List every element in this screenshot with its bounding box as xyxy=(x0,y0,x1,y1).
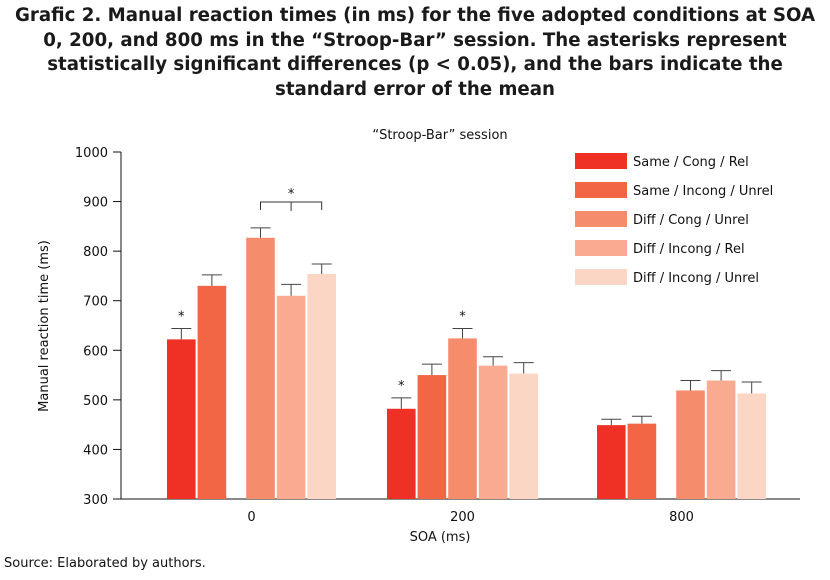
legend-label: Same / Incong / Unrel xyxy=(633,184,773,199)
y-tick-label: 600 xyxy=(83,344,108,359)
annotations: * * * * xyxy=(178,187,466,394)
legend-swatch xyxy=(575,211,627,227)
significance-asterisk: * xyxy=(459,309,466,324)
x-axis-label: SOA (ms) xyxy=(410,530,471,545)
legend-label: Same / Cong / Rel xyxy=(633,155,749,170)
y-axis: 300 400 500 600 700 800 900 1000 xyxy=(75,146,122,508)
legend-swatch xyxy=(575,182,627,198)
y-tick-label: 500 xyxy=(83,394,108,409)
bar xyxy=(417,375,447,499)
legend-label: Diff / Incong / Unrel xyxy=(633,271,759,286)
bar xyxy=(276,295,306,499)
significance-asterisk: * xyxy=(288,187,295,202)
bar xyxy=(509,373,538,499)
bar xyxy=(737,393,766,499)
x-tick-label: 200 xyxy=(450,510,475,525)
bar xyxy=(478,365,508,499)
legend-label: Diff / Incong / Rel xyxy=(633,242,745,257)
y-tick-label: 400 xyxy=(83,443,108,458)
legend-swatch xyxy=(575,269,627,285)
bar xyxy=(597,425,626,499)
bar-chart: “Stroop-Bar” session 300 400 500 600 700 800 9… xyxy=(37,128,800,545)
legend-label: Diff / Cong / Unrel xyxy=(633,213,749,228)
bar xyxy=(307,273,336,499)
legend-swatch xyxy=(575,240,627,256)
y-tick-label: 900 xyxy=(83,196,108,211)
bar xyxy=(627,423,657,499)
chart-title: “Stroop-Bar” session xyxy=(372,128,507,143)
y-tick-label: 1000 xyxy=(75,146,108,161)
figure-title: Grafic 2. Manual reaction times (in ms) … xyxy=(14,5,816,100)
y-tick-label: 800 xyxy=(83,245,108,260)
legend-swatch xyxy=(575,153,627,169)
y-axis-label: Manual reaction time (ms) xyxy=(37,240,52,412)
bar xyxy=(706,380,736,499)
x-axis: 0 200 800 xyxy=(121,498,800,525)
bar xyxy=(197,285,227,499)
bar xyxy=(676,390,705,499)
bars xyxy=(167,227,766,499)
bar xyxy=(448,338,477,499)
significance-asterisk: * xyxy=(398,379,405,394)
x-tick-label: 0 xyxy=(247,510,255,525)
y-tick-label: 300 xyxy=(83,493,108,508)
source-note: Source: Elaborated by authors. xyxy=(4,556,206,571)
legend: Same / Cong / Rel Same / Incong / Unrel Di… xyxy=(575,153,773,286)
bar xyxy=(246,237,275,499)
y-tick-label: 700 xyxy=(83,295,108,310)
bar xyxy=(387,408,416,499)
significance-asterisk: * xyxy=(178,309,185,324)
bar xyxy=(167,339,196,499)
x-tick-label: 800 xyxy=(669,510,694,525)
